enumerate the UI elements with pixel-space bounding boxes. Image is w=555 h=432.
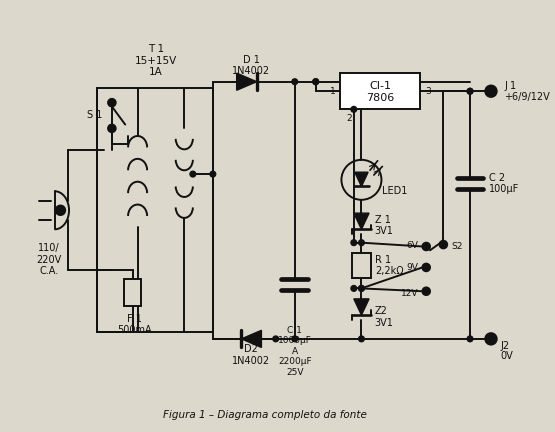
Circle shape [467, 89, 473, 94]
Polygon shape [236, 73, 256, 90]
Text: R 1
2,2kΩ: R 1 2,2kΩ [375, 255, 403, 276]
Polygon shape [354, 213, 369, 229]
Circle shape [273, 336, 279, 342]
Text: 0V: 0V [501, 351, 513, 361]
Text: 6V: 6V [407, 241, 418, 250]
Circle shape [359, 286, 364, 291]
Bar [340, 73, 421, 109]
Circle shape [292, 336, 297, 342]
Text: S2: S2 [451, 242, 462, 251]
Circle shape [313, 79, 319, 85]
Text: T 1
15+15V
1A: T 1 15+15V 1A [134, 44, 177, 77]
Circle shape [190, 171, 196, 177]
Text: Figura 1 – Diagrama completo da fonte: Figura 1 – Diagrama completo da fonte [163, 410, 367, 420]
Circle shape [422, 264, 430, 271]
Bar [352, 253, 371, 278]
Text: LED1: LED1 [382, 186, 408, 196]
Text: D 1
1N4002: D 1 1N4002 [232, 55, 270, 76]
Bar [124, 279, 142, 305]
Text: F 1
500mA: F 1 500mA [118, 314, 152, 335]
Polygon shape [241, 330, 261, 347]
Circle shape [422, 287, 430, 295]
Text: 9V: 9V [407, 263, 418, 272]
Text: 110/
220V
C.A.: 110/ 220V C.A. [37, 243, 62, 276]
Circle shape [467, 336, 473, 342]
Circle shape [359, 336, 364, 342]
Text: Z 1
3V1: Z 1 3V1 [375, 215, 393, 236]
Circle shape [351, 106, 357, 112]
Circle shape [292, 79, 297, 85]
Circle shape [108, 99, 115, 106]
Text: C 1
1000μF
A
2200μF
25V: C 1 1000μF A 2200μF 25V [278, 326, 312, 377]
Text: S 1: S 1 [87, 110, 102, 120]
Circle shape [56, 206, 65, 215]
Text: 3: 3 [425, 87, 431, 96]
Circle shape [467, 89, 473, 94]
Polygon shape [354, 299, 369, 315]
Text: +6/9/12V: +6/9/12V [504, 92, 550, 102]
Text: CI-1: CI-1 [370, 80, 391, 91]
Circle shape [108, 124, 115, 132]
Text: 7806: 7806 [366, 93, 395, 103]
Polygon shape [355, 172, 368, 187]
Text: 12V: 12V [401, 289, 418, 298]
Circle shape [351, 286, 357, 291]
Circle shape [359, 240, 364, 245]
Circle shape [351, 240, 357, 245]
Text: J2: J2 [501, 341, 509, 352]
Text: C 2
100μF: C 2 100μF [489, 173, 519, 194]
Circle shape [210, 171, 216, 177]
Circle shape [313, 79, 319, 85]
Text: 1: 1 [330, 87, 336, 96]
Text: Z2
3V1: Z2 3V1 [375, 306, 393, 328]
Text: J 1: J 1 [504, 80, 517, 91]
Circle shape [485, 333, 497, 345]
Circle shape [422, 243, 430, 250]
Text: 2: 2 [346, 114, 352, 124]
Circle shape [485, 86, 497, 97]
Text: D2
1N4002: D2 1N4002 [232, 344, 270, 366]
Circle shape [359, 286, 364, 291]
Circle shape [440, 241, 447, 248]
